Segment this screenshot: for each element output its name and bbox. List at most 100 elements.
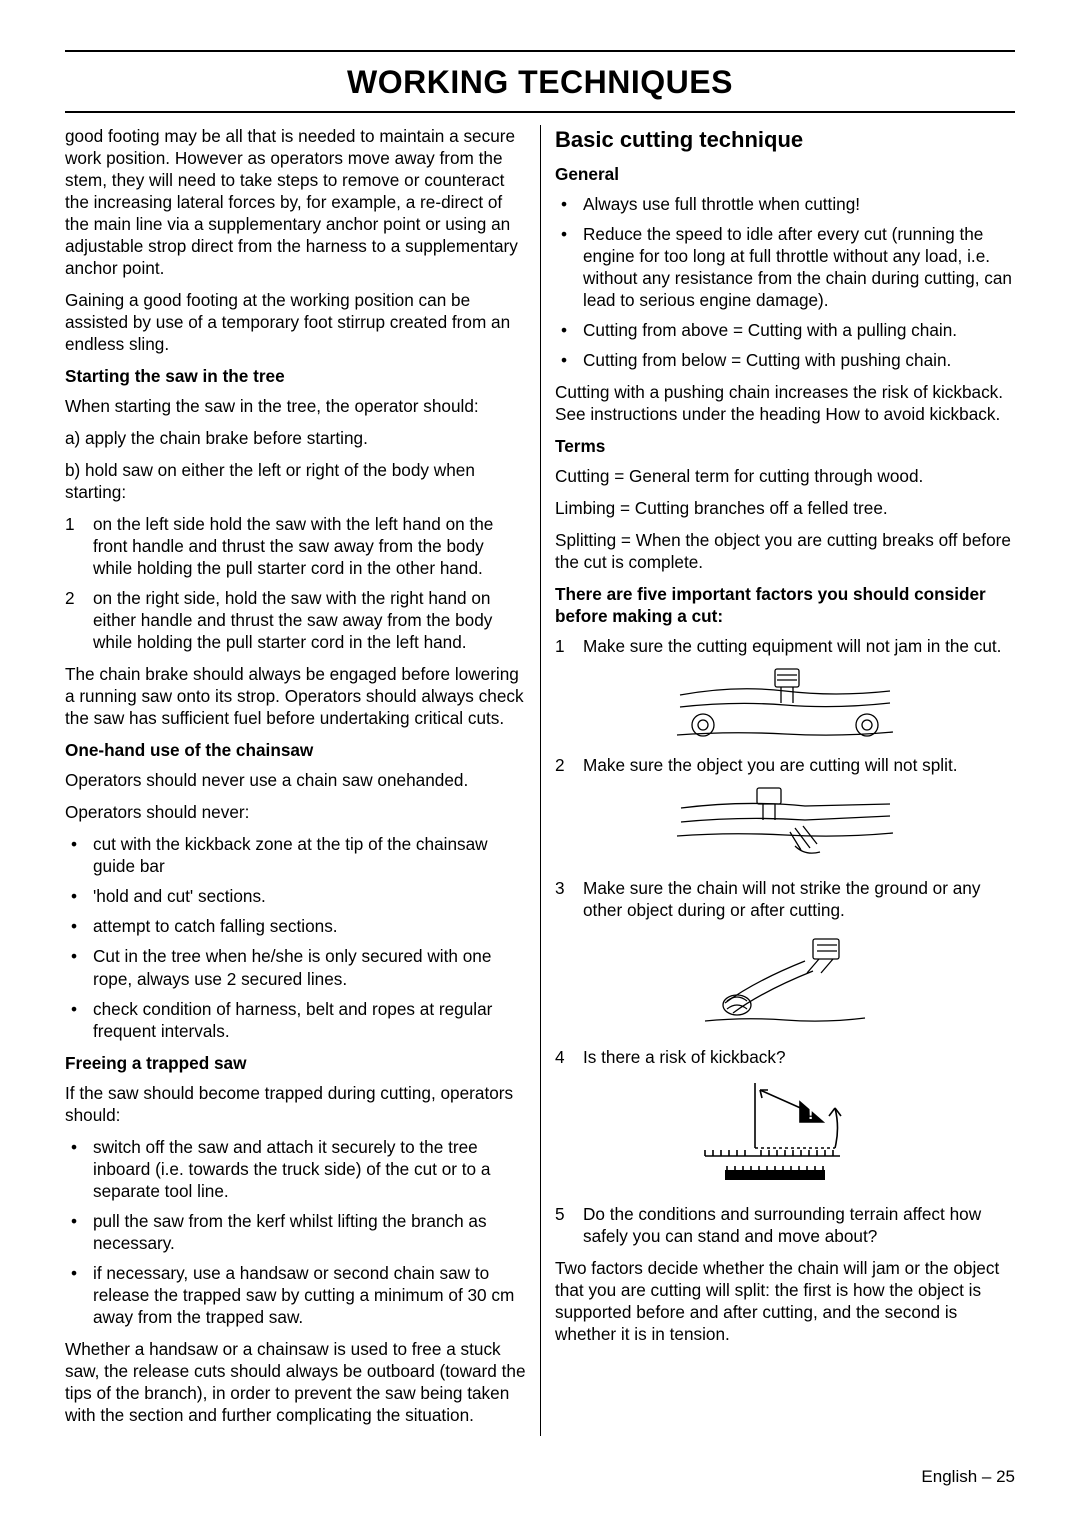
para: a) apply the chain brake before starting…: [65, 427, 526, 449]
mid-rule: [65, 111, 1015, 113]
list-item: •Cutting from below = Cutting with pushi…: [555, 349, 1015, 371]
ordered-list: 2Make sure the object you are cutting wi…: [555, 754, 1015, 776]
list-num: 4: [555, 1046, 583, 1068]
ordered-list: 5Do the conditions and surrounding terra…: [555, 1203, 1015, 1247]
list-item: •pull the saw from the kerf whilst lifti…: [65, 1210, 526, 1254]
list-item: •Cutting from above = Cutting with a pul…: [555, 319, 1015, 341]
list-item: •Always use full throttle when cutting!: [555, 193, 1015, 215]
bullet-icon: •: [555, 319, 583, 341]
list-item: 4Is there a risk of kickback?: [555, 1046, 1015, 1068]
diagram-ground-strike: [555, 931, 1015, 1036]
subheading-starting: Starting the saw in the tree: [65, 365, 526, 387]
heading-basic-cutting: Basic cutting technique: [555, 127, 1015, 153]
subheading-onehand: One-hand use of the chainsaw: [65, 739, 526, 761]
list-num: 1: [65, 513, 93, 579]
bullet-list: •switch off the saw and attach it secure…: [65, 1136, 526, 1328]
diagram-log-supports: [555, 667, 1015, 744]
list-text: Cutting from below = Cutting with pushin…: [583, 349, 1015, 371]
list-item: •cut with the kickback zone at the tip o…: [65, 833, 526, 877]
para: Two factors decide whether the chain wil…: [555, 1257, 1015, 1345]
list-item: 5Do the conditions and surrounding terra…: [555, 1203, 1015, 1247]
list-text: Do the conditions and surrounding terrai…: [583, 1203, 1015, 1247]
list-num: 1: [555, 635, 583, 657]
para: Cutting with a pushing chain increases t…: [555, 381, 1015, 425]
para: When starting the saw in the tree, the o…: [65, 395, 526, 417]
list-item: •'hold and cut' sections.: [65, 885, 526, 907]
bullet-icon: •: [65, 1210, 93, 1254]
para: If the saw should become trapped during …: [65, 1082, 526, 1126]
page-title: WORKING TECHNIQUES: [65, 64, 1015, 101]
para: Cutting = General term for cutting throu…: [555, 465, 1015, 487]
list-text: Make sure the cutting equipment will not…: [583, 635, 1015, 657]
bullet-icon: •: [65, 1262, 93, 1328]
list-item: 1Make sure the cutting equipment will no…: [555, 635, 1015, 657]
diagram-kickback: !: [555, 1078, 1015, 1193]
subheading-general: General: [555, 163, 1015, 185]
left-column: good footing may be all that is needed t…: [65, 125, 540, 1436]
list-num: 5: [555, 1203, 583, 1247]
list-text: on the right side, hold the saw with the…: [93, 587, 526, 653]
subheading-factors: There are five important factors you sho…: [555, 583, 1015, 627]
columns: good footing may be all that is needed t…: [65, 125, 1015, 1436]
diagram-log-split: [555, 786, 1015, 867]
list-text: 'hold and cut' sections.: [93, 885, 526, 907]
bullet-icon: •: [65, 833, 93, 877]
list-item: •check condition of harness, belt and ro…: [65, 998, 526, 1042]
para: good footing may be all that is needed t…: [65, 125, 526, 279]
list-item: 3Make sure the chain will not strike the…: [555, 877, 1015, 921]
bullet-list: •cut with the kickback zone at the tip o…: [65, 833, 526, 1041]
list-item: 2Make sure the object you are cutting wi…: [555, 754, 1015, 776]
ordered-list: 1Make sure the cutting equipment will no…: [555, 635, 1015, 657]
list-text: switch off the saw and attach it securel…: [93, 1136, 526, 1202]
list-text: Is there a risk of kickback?: [583, 1046, 1015, 1068]
bullet-icon: •: [65, 1136, 93, 1202]
para: Gaining a good footing at the working po…: [65, 289, 526, 355]
list-num: 2: [65, 587, 93, 653]
list-text: Always use full throttle when cutting!: [583, 193, 1015, 215]
list-item: •Cut in the tree when he/she is only sec…: [65, 945, 526, 989]
list-text: Reduce the speed to idle after every cut…: [583, 223, 1015, 311]
list-item: •Reduce the speed to idle after every cu…: [555, 223, 1015, 311]
list-text: Cut in the tree when he/she is only secu…: [93, 945, 526, 989]
bullet-icon: •: [555, 193, 583, 215]
bullet-icon: •: [555, 223, 583, 311]
list-text: attempt to catch falling sections.: [93, 915, 526, 937]
list-item: 1on the left side hold the saw with the …: [65, 513, 526, 579]
list-item: •switch off the saw and attach it secure…: [65, 1136, 526, 1202]
list-num: 2: [555, 754, 583, 776]
bullet-icon: •: [65, 885, 93, 907]
bullet-icon: •: [65, 945, 93, 989]
list-num: 3: [555, 877, 583, 921]
svg-text:!: !: [808, 1106, 813, 1123]
ordered-list: 3Make sure the chain will not strike the…: [555, 877, 1015, 921]
subheading-freeing: Freeing a trapped saw: [65, 1052, 526, 1074]
list-text: on the left side hold the saw with the l…: [93, 513, 526, 579]
para: The chain brake should always be engaged…: [65, 663, 526, 729]
list-text: pull the saw from the kerf whilst liftin…: [93, 1210, 526, 1254]
top-rule: [65, 50, 1015, 52]
list-text: check condition of harness, belt and rop…: [93, 998, 526, 1042]
subheading-terms: Terms: [555, 435, 1015, 457]
para: Operators should never use a chain saw o…: [65, 769, 526, 791]
list-text: if necessary, use a handsaw or second ch…: [93, 1262, 526, 1328]
ordered-list: 1on the left side hold the saw with the …: [65, 513, 526, 653]
para: Limbing = Cutting branches off a felled …: [555, 497, 1015, 519]
para: Whether a handsaw or a chainsaw is used …: [65, 1338, 526, 1426]
bullet-icon: •: [65, 915, 93, 937]
bullet-icon: •: [555, 349, 583, 371]
para: Splitting = When the object you are cutt…: [555, 529, 1015, 573]
bullet-list: •Always use full throttle when cutting! …: [555, 193, 1015, 371]
bullet-icon: •: [65, 998, 93, 1042]
list-text: Cutting from above = Cutting with a pull…: [583, 319, 1015, 341]
ordered-list: 4Is there a risk of kickback?: [555, 1046, 1015, 1068]
para: Operators should never:: [65, 801, 526, 823]
list-text: Make sure the chain will not strike the …: [583, 877, 1015, 921]
list-text: cut with the kickback zone at the tip of…: [93, 833, 526, 877]
page-footer: English – 25: [921, 1467, 1015, 1487]
para: b) hold saw on either the left or right …: [65, 459, 526, 503]
list-text: Make sure the object you are cutting wil…: [583, 754, 1015, 776]
list-item: •attempt to catch falling sections.: [65, 915, 526, 937]
list-item: 2on the right side, hold the saw with th…: [65, 587, 526, 653]
right-column: Basic cutting technique General •Always …: [540, 125, 1015, 1436]
list-item: •if necessary, use a handsaw or second c…: [65, 1262, 526, 1328]
